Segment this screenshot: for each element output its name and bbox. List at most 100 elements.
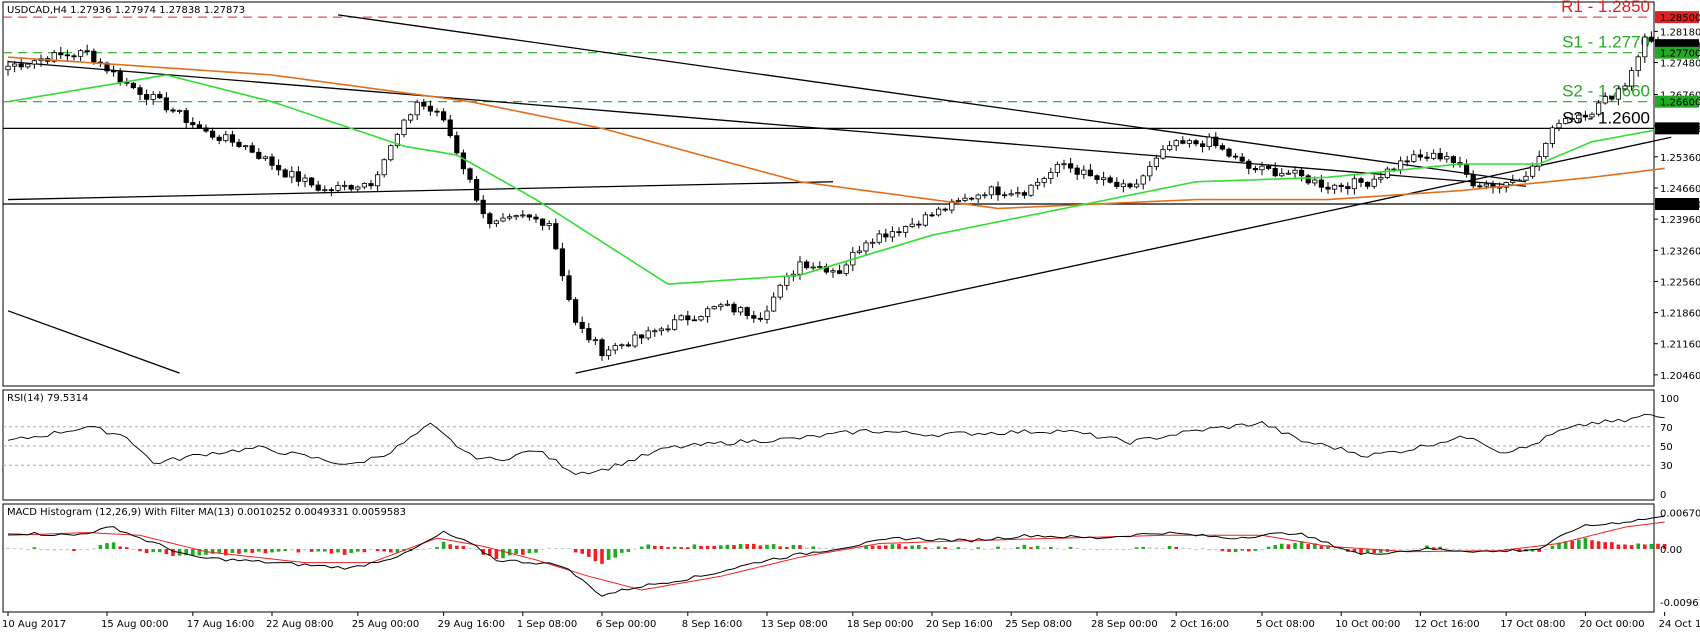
candle-body — [586, 328, 592, 341]
candle-body — [1318, 179, 1324, 188]
macd-bar — [349, 548, 353, 554]
candle-body — [1470, 174, 1476, 187]
macd-bar — [1068, 546, 1073, 549]
macd-bar — [659, 545, 664, 549]
candle-body — [553, 223, 559, 250]
macd-bar — [1174, 546, 1178, 549]
candle-body — [434, 110, 440, 113]
candle-body — [229, 134, 235, 143]
candle-body — [407, 114, 414, 121]
candle-body — [1134, 183, 1140, 188]
candle-body — [1384, 168, 1390, 178]
candle-body — [381, 159, 387, 176]
macd-bar — [969, 548, 974, 551]
macd-bar — [111, 542, 116, 549]
macd-bar — [1154, 547, 1159, 549]
candle-body — [936, 208, 942, 216]
macd-bar — [257, 548, 261, 552]
time-tick-label: 5 Oct 08:00 — [1256, 619, 1315, 630]
macd-bar — [653, 545, 657, 549]
candle-body — [467, 168, 473, 180]
candle-body — [1101, 177, 1107, 180]
candle-body — [929, 214, 935, 217]
candle-body — [1596, 102, 1602, 115]
axis-layer: 1.20460 1.21160 1.21860 1.22560 1.23260 1.239… — [2, 11, 1700, 630]
macd-bar — [230, 548, 235, 553]
macd-bar — [560, 547, 565, 549]
macd-bar — [672, 546, 677, 549]
macd-bar — [1220, 548, 1225, 552]
macd-bar — [1247, 548, 1251, 552]
candle-body — [111, 70, 117, 73]
candle-body — [275, 165, 282, 171]
macd-bar — [1299, 541, 1304, 549]
candle-body — [751, 315, 757, 319]
candle-body — [1404, 160, 1410, 163]
candle-body — [1114, 181, 1120, 188]
candle-body — [440, 111, 447, 121]
candle-body — [368, 183, 374, 187]
candle-body — [289, 171, 295, 178]
macd-bar — [158, 548, 162, 553]
macd-bar — [441, 541, 446, 549]
level-label-s2: S2 - 1.2660 — [1562, 82, 1650, 101]
candle-body — [1648, 36, 1654, 42]
candle-body — [1285, 172, 1291, 175]
macd-bar — [1286, 544, 1291, 549]
candle-body — [5, 65, 11, 71]
macd-bar — [1306, 544, 1310, 549]
candle-body — [1028, 184, 1034, 196]
macd-bar — [1009, 548, 1013, 550]
candle-body — [592, 339, 599, 342]
candle-body — [1153, 157, 1159, 167]
macd-bar — [45, 548, 50, 551]
candle-body — [506, 216, 513, 219]
rsi-tick-label: 30 — [1660, 461, 1673, 472]
candle-body — [546, 223, 552, 226]
macd-bar — [1590, 540, 1594, 549]
candle-body — [460, 152, 467, 170]
macd-bar — [1471, 548, 1475, 551]
candle-body — [658, 328, 665, 332]
candle-body — [1206, 136, 1212, 148]
macd-bar — [276, 548, 281, 552]
candle-body — [625, 344, 632, 347]
macd-bar — [422, 548, 426, 550]
price-tick-label: 1.27480 — [1660, 59, 1700, 70]
macd-bar — [1134, 547, 1139, 549]
macd-bar — [270, 548, 274, 553]
candle-body — [1239, 156, 1245, 162]
macd-bar — [600, 548, 604, 564]
macd-bar — [382, 548, 386, 552]
macd-bar — [1570, 540, 1574, 549]
candle-body — [361, 183, 368, 188]
candle-body — [744, 307, 750, 316]
macd-bar — [930, 548, 934, 550]
time-tick-label: 25 Sep 08:00 — [1005, 619, 1072, 630]
candle-body — [876, 233, 882, 243]
candle-body — [975, 194, 981, 200]
macd-bar — [1088, 548, 1093, 550]
macd-bar — [455, 545, 459, 549]
trendline-4 — [7, 310, 180, 374]
price-tick-label: 1.22560 — [1660, 277, 1700, 288]
macd-bar — [1530, 548, 1535, 552]
macd-bar — [1227, 548, 1231, 552]
macd-bar — [1042, 547, 1046, 549]
level-label-r1: R1 - 1.2850 — [1561, 0, 1650, 16]
candle-body — [955, 200, 962, 202]
macd-bar — [1095, 548, 1099, 551]
macd-bar — [1662, 543, 1667, 549]
macd-bar — [1596, 541, 1601, 549]
macd-bar — [1643, 544, 1647, 549]
price-layer: R1 - 1.2850 S1 - 1.2770 S2 - 1.2660 S3 - 1.… — [3, 0, 1672, 374]
candle-body — [619, 344, 625, 347]
macd-bar — [144, 548, 149, 554]
candle-body — [170, 109, 176, 112]
macd-bar — [329, 548, 334, 554]
candle-body — [58, 52, 64, 56]
candle-body — [315, 184, 321, 191]
candle-body — [1365, 181, 1371, 187]
candle-body — [1510, 180, 1516, 183]
